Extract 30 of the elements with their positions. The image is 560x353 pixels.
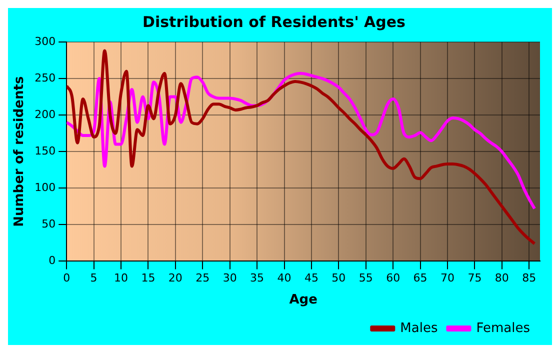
x-axis-title: Age	[289, 292, 318, 308]
y-tick-label: 150	[34, 144, 56, 158]
x-tick-label: 15	[141, 272, 156, 285]
x-tick-label: 85	[522, 272, 536, 285]
x-tick-label: 30	[222, 272, 237, 285]
x-tick-label: 70	[440, 272, 454, 285]
y-tick-label: 0	[48, 254, 56, 268]
x-tick-label: 5	[90, 272, 98, 285]
chart-title: Distribution of Residents' Ages	[142, 12, 406, 31]
x-tick-label: 25	[196, 272, 210, 285]
legend-label: Males	[400, 320, 438, 336]
x-tick-label: 20	[168, 272, 182, 285]
x-tick-label: 65	[413, 272, 428, 285]
y-tick-label: 50	[42, 218, 56, 231]
y-tick-label: 200	[34, 108, 56, 121]
x-tick-label: 50	[332, 272, 346, 285]
x-tick-label: 0	[63, 272, 70, 285]
y-tick-label: 250	[34, 71, 56, 84]
y-tick-label: 100	[34, 180, 56, 194]
x-tick-label: 35	[250, 272, 264, 285]
legend-label: Females	[476, 320, 530, 336]
x-tick-label: 75	[468, 272, 482, 285]
x-tick-label: 45	[304, 272, 318, 285]
x-tick-label: 60	[386, 272, 400, 285]
x-tick-label: 80	[494, 272, 509, 285]
y-axis-title: Number of residents	[12, 76, 28, 227]
x-tick-label: 40	[277, 272, 292, 285]
y-tick-label: 300	[34, 34, 56, 48]
x-tick-label: 10	[114, 272, 128, 285]
x-tick-label: 55	[358, 272, 373, 285]
